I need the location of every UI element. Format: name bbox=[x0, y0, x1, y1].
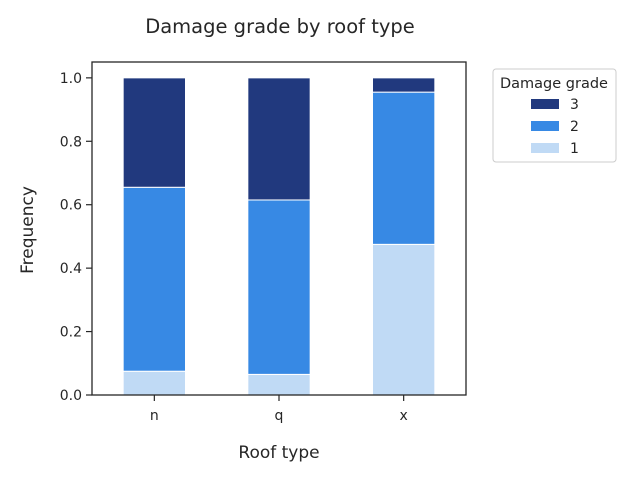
y-tick-label: 0.4 bbox=[60, 261, 82, 277]
y-tick-label: 0.8 bbox=[60, 134, 82, 150]
y-tick-label: 0.6 bbox=[60, 198, 82, 214]
x-tick-label: q bbox=[275, 408, 284, 424]
bar-q-grade-3 bbox=[247, 77, 311, 201]
legend-swatch-2 bbox=[531, 121, 559, 131]
bars-group bbox=[122, 77, 436, 396]
legend-frame bbox=[492, 68, 617, 163]
bar-n-grade-2 bbox=[122, 186, 186, 372]
x-axis-label: Roof type bbox=[238, 443, 319, 463]
bar-x-grade-2 bbox=[372, 91, 436, 245]
y-tick-label: 0.2 bbox=[60, 325, 82, 341]
bar-n-grade-1 bbox=[122, 370, 186, 396]
y-tick-label: 0.0 bbox=[60, 388, 82, 404]
bar-n-grade-3 bbox=[122, 77, 186, 188]
bar-q-grade-2 bbox=[247, 199, 311, 375]
legend-swatch-1 bbox=[531, 143, 559, 153]
legend-title: Damage grade bbox=[500, 76, 608, 92]
legend-label-3: 3 bbox=[570, 97, 579, 113]
x-tick-label: n bbox=[150, 408, 159, 424]
legend: Damage grade 3 2 1 bbox=[492, 68, 617, 163]
y-axis: 0.0 0.2 0.4 0.6 0.8 1.0 bbox=[60, 71, 92, 404]
x-tick-label: x bbox=[400, 408, 408, 424]
legend-label-1: 1 bbox=[570, 141, 579, 157]
y-axis-label: Frequency bbox=[18, 186, 38, 274]
bar-x-grade-1 bbox=[372, 243, 436, 396]
chart-title: Damage grade by roof type bbox=[145, 15, 415, 38]
legend-label-2: 2 bbox=[570, 119, 579, 135]
y-tick-label: 1.0 bbox=[60, 71, 82, 87]
bar-x-grade-3 bbox=[372, 77, 436, 93]
bar-q-grade-1 bbox=[247, 373, 311, 396]
legend-swatch-3 bbox=[531, 99, 559, 109]
